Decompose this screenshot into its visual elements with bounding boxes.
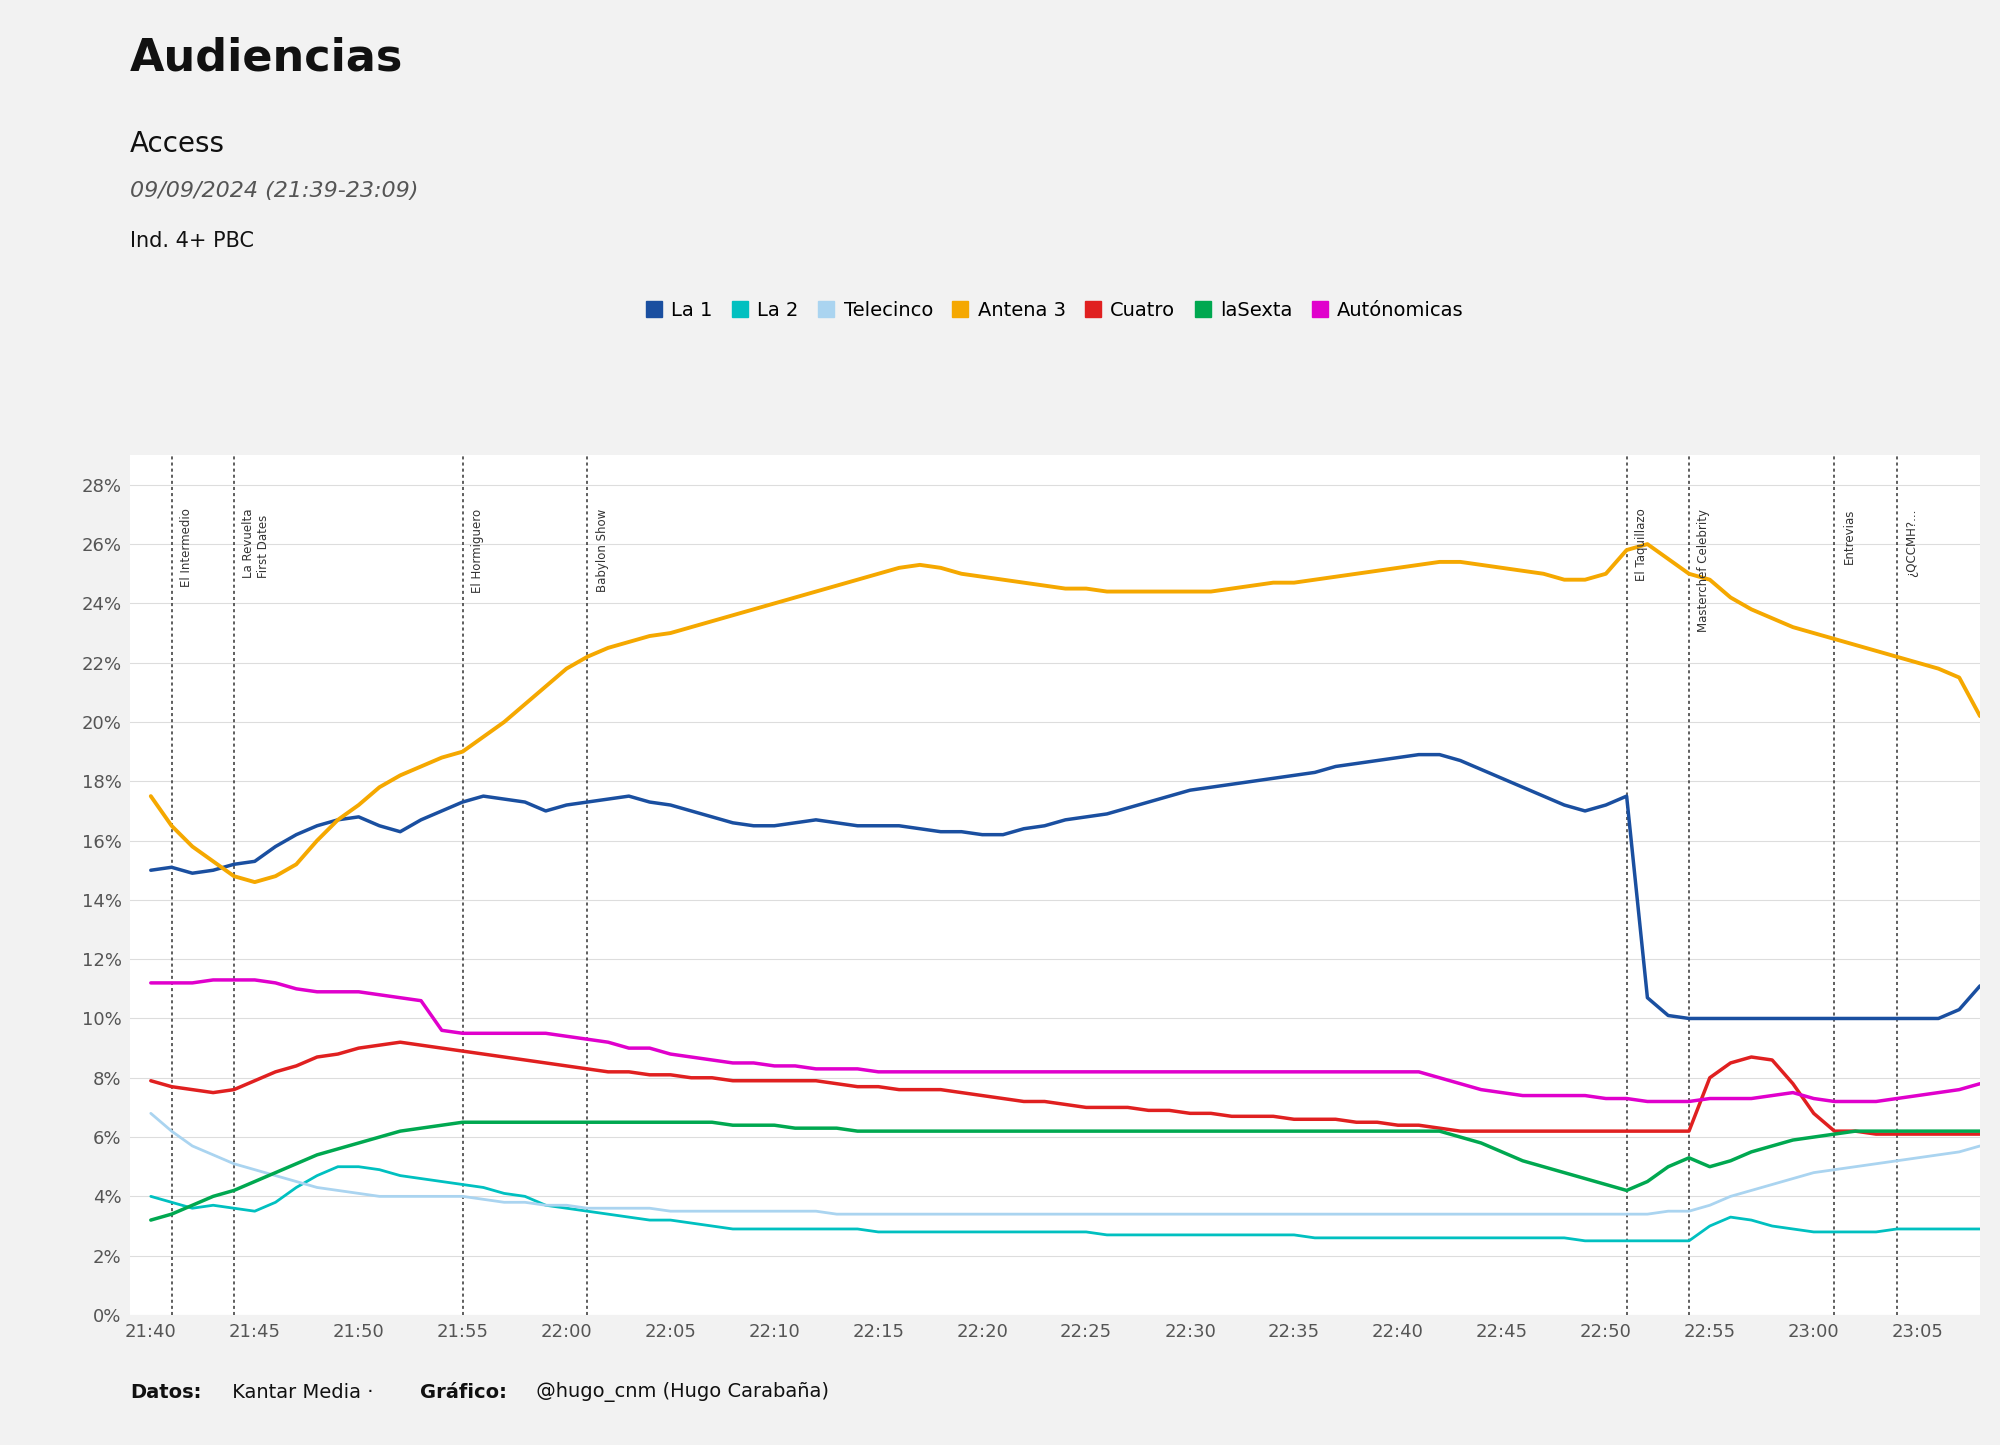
Text: 09/09/2024 (21:39-23:09): 09/09/2024 (21:39-23:09) [130,181,418,201]
Text: Access: Access [130,130,224,158]
Text: Kantar Media ·: Kantar Media · [226,1383,380,1402]
Text: @hugo_cnm (Hugo Carabaña): @hugo_cnm (Hugo Carabaña) [530,1381,830,1402]
Text: ¿QCCMH?...: ¿QCCMH?... [1906,509,1918,577]
Text: Gráfico:: Gráfico: [420,1383,506,1402]
Text: La Revuelta
First Dates: La Revuelta First Dates [242,509,270,578]
Text: Ind. 4+ PBC: Ind. 4+ PBC [130,231,254,251]
Text: Babylon Show: Babylon Show [596,509,608,592]
Text: Datos:: Datos: [130,1383,202,1402]
Text: El Hormiguero: El Hormiguero [470,509,484,592]
Text: El Taquillazo: El Taquillazo [1634,509,1648,581]
Text: El Intermedio: El Intermedio [180,509,192,588]
Text: Audiencias: Audiencias [130,36,404,79]
Legend: La 1, La 2, Telecinco, Antena 3, Cuatro, laSexta, Autónomicas: La 1, La 2, Telecinco, Antena 3, Cuatro,… [638,293,1472,328]
Text: Masterchef Celebrity: Masterchef Celebrity [1698,509,1710,631]
Text: Entrevias: Entrevias [1842,509,1856,564]
